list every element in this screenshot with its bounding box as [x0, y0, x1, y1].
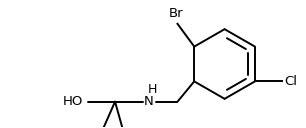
Text: H: H	[147, 83, 157, 96]
Text: N: N	[144, 95, 153, 108]
Text: Cl: Cl	[284, 75, 297, 88]
Text: Br: Br	[169, 7, 183, 20]
Text: HO: HO	[63, 95, 83, 108]
